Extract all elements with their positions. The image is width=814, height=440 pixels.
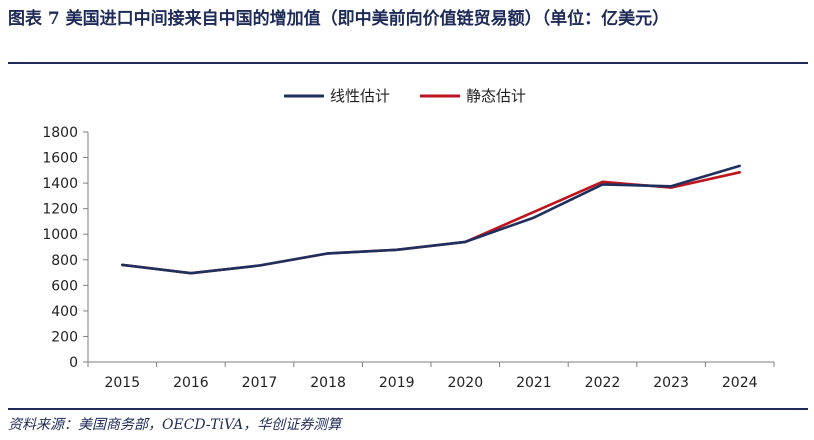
x-tick-label: 2021: [516, 375, 552, 391]
x-tick-label: 2020: [447, 375, 483, 391]
x-tick-label: 2024: [722, 375, 758, 391]
y-tick-label: 800: [51, 253, 78, 269]
y-tick-label: 400: [51, 304, 78, 320]
x-tick-label: 2019: [379, 375, 415, 391]
y-tick-label: 1800: [42, 125, 78, 141]
y-tick-label: 200: [51, 329, 78, 345]
y-tick-label: 1600: [42, 151, 78, 167]
y-tick-label: 1400: [42, 176, 78, 192]
line-chart: 0 200 400 600 800 1000 1200 1400 1600 1800 2015 201…: [42, 87, 775, 391]
legend-label: 线性估计: [330, 87, 390, 105]
y-tick-label: 0: [69, 355, 78, 371]
x-tick-label: 2018: [310, 375, 346, 391]
source-note: 资料来源：美国商务部，OECD-TiVA，华创证券测算: [8, 417, 342, 433]
chart-legend: 线性估计 静态估计: [284, 87, 526, 105]
chart-series: [121, 164, 742, 275]
title-divider: [8, 62, 808, 64]
series-line-1: [121, 171, 742, 275]
chart-title: 图表 7 美国进口中间接来自中国的增加值（即中美前向价值链贸易额）（单位：亿美元…: [8, 9, 670, 29]
x-tick-label: 2023: [653, 375, 689, 391]
x-tick-label: 2017: [242, 375, 278, 391]
source-divider: [8, 408, 808, 410]
x-tick-label: 2022: [585, 375, 621, 391]
legend-label: 静态估计: [466, 87, 526, 105]
chart-ticks: 0 200 400 600 800 1000 1200 1400 1600 1800 2015 201…: [42, 125, 775, 391]
x-tick-label: 2015: [104, 375, 140, 391]
series-line-0: [121, 164, 742, 275]
y-tick-label: 1200: [42, 202, 78, 218]
y-tick-label: 600: [51, 278, 78, 294]
x-tick-label: 2016: [173, 375, 209, 391]
y-tick-label: 1000: [42, 227, 78, 243]
